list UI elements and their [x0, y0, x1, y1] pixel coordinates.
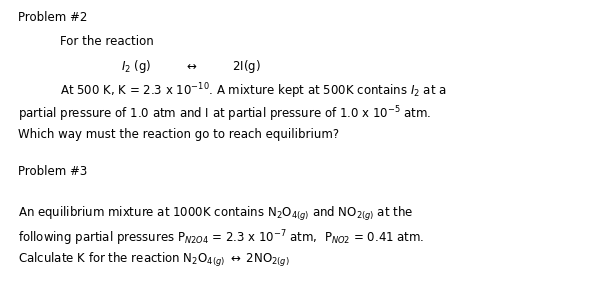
Text: Problem #2: Problem #2	[18, 11, 88, 24]
Text: $I_2$ (g)         $\leftrightarrow$         2I(g): $I_2$ (g) $\leftrightarrow$ 2I(g)	[121, 58, 260, 75]
Text: Problem #3: Problem #3	[18, 165, 88, 178]
Text: partial pressure of 1.0 atm and I at partial pressure of 1.0 x 10$^{-5}$ atm.: partial pressure of 1.0 atm and I at par…	[18, 105, 431, 124]
Text: An equilibrium mixture at 1000K contains N$_2$O$_{4(g)}$ and NO$_{2(g)}$ at the: An equilibrium mixture at 1000K contains…	[18, 205, 413, 223]
Text: For the reaction: For the reaction	[60, 35, 154, 48]
Text: At 500 K, K = 2.3 x 10$^{-10}$. A mixture kept at 500K contains $I_2$ at a: At 500 K, K = 2.3 x 10$^{-10}$. A mixtur…	[60, 81, 447, 101]
Text: Which way must the reaction go to reach equilibrium?: Which way must the reaction go to reach …	[18, 128, 339, 141]
Text: Calculate K for the reaction N$_2$O$_{4(g)}$ $\leftrightarrow$ 2NO$_{2(g)}$: Calculate K for the reaction N$_2$O$_{4(…	[18, 251, 290, 269]
Text: following partial pressures P$_{N2O4}$ = 2.3 x 10$^{-7}$ atm,  P$_{NO2}$ = 0.41 : following partial pressures P$_{N2O4}$ =…	[18, 228, 425, 248]
